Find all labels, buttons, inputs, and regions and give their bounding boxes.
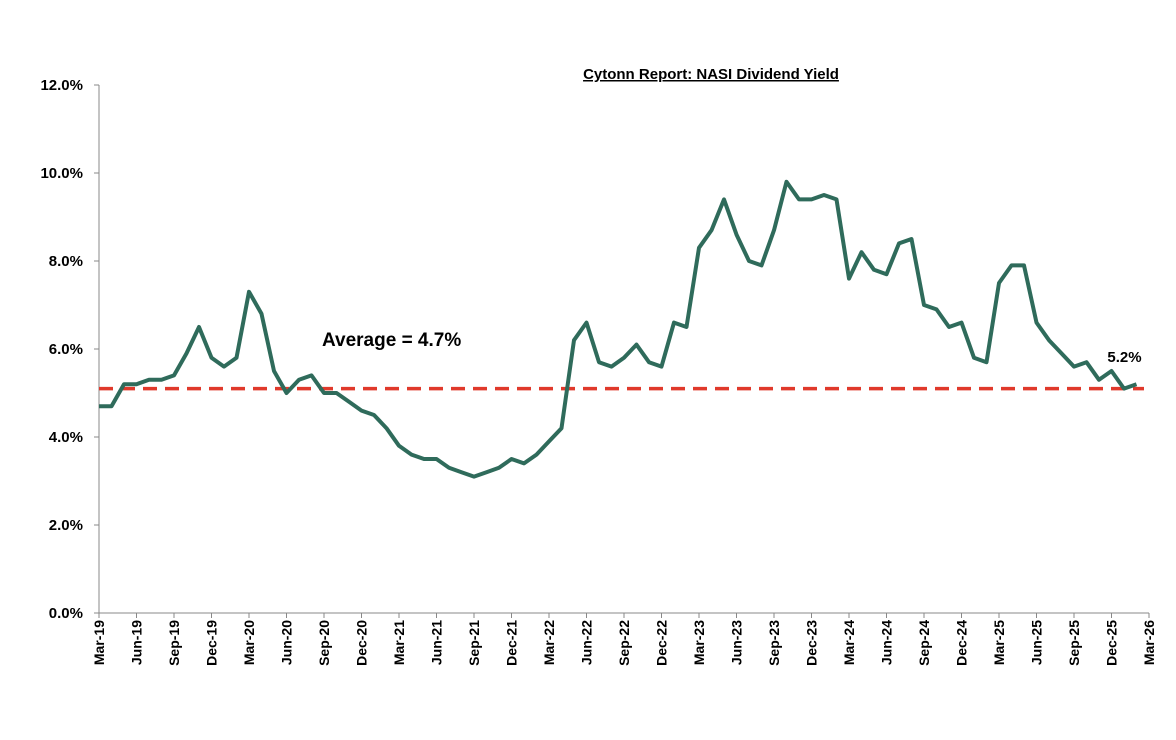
x-tick-label: Dec-20 — [354, 620, 370, 666]
x-tick-label: Sep-19 — [166, 620, 182, 666]
y-tick-label: 6.0% — [49, 341, 83, 358]
x-tick-label: Sep-25 — [1066, 620, 1082, 666]
x-tick-label: Mar-25 — [991, 620, 1007, 665]
x-tick-label: Jun-21 — [429, 620, 445, 665]
x-tick-label: Jun-19 — [129, 620, 145, 665]
x-tick-label: Mar-24 — [841, 620, 857, 665]
x-tick-label: Mar-20 — [241, 620, 257, 665]
x-tick-label: Dec-22 — [654, 620, 670, 666]
x-tick-label: Jun-22 — [579, 620, 595, 665]
chart-title: Cytonn Report: NASI Dividend Yield — [583, 66, 839, 83]
x-tick-label: Sep-21 — [466, 620, 482, 666]
average-label: Average = 4.7% — [322, 330, 461, 351]
x-tick-label: Sep-23 — [766, 620, 782, 666]
x-tick-label: Dec-19 — [204, 620, 220, 666]
y-tick-label: 0.0% — [49, 605, 83, 622]
x-tick-label: Sep-20 — [316, 620, 332, 666]
x-tick-label: Mar-21 — [391, 620, 407, 665]
x-tick-label: Dec-23 — [804, 620, 820, 666]
x-tick-label: Sep-24 — [916, 620, 932, 666]
x-tick-label: Dec-21 — [504, 620, 520, 666]
y-tick-label: 12.0% — [40, 77, 83, 94]
x-tick-label: Jun-24 — [879, 620, 895, 665]
series-line — [99, 179, 1138, 479]
y-tick-label: 2.0% — [49, 517, 83, 534]
y-tick-label: 10.0% — [40, 165, 83, 182]
x-tick-label: Sep-22 — [616, 620, 632, 666]
y-tick-label: 8.0% — [49, 253, 83, 270]
x-tick-label: Mar-23 — [691, 620, 707, 665]
y-tick-label: 4.0% — [49, 429, 83, 446]
x-tick-label: Jun-25 — [1029, 620, 1045, 665]
x-tick-label: Mar-22 — [541, 620, 557, 665]
x-tick-label: Mar-26 — [1141, 620, 1157, 665]
value-label: 5.2% — [1107, 349, 1141, 366]
x-tick-label: Jun-20 — [279, 620, 295, 665]
x-tick-label: Mar-19 — [91, 620, 107, 665]
x-tick-label: Dec-24 — [954, 620, 970, 666]
x-tick-label: Dec-25 — [1104, 620, 1120, 666]
x-tick-label: Jun-23 — [729, 620, 745, 665]
